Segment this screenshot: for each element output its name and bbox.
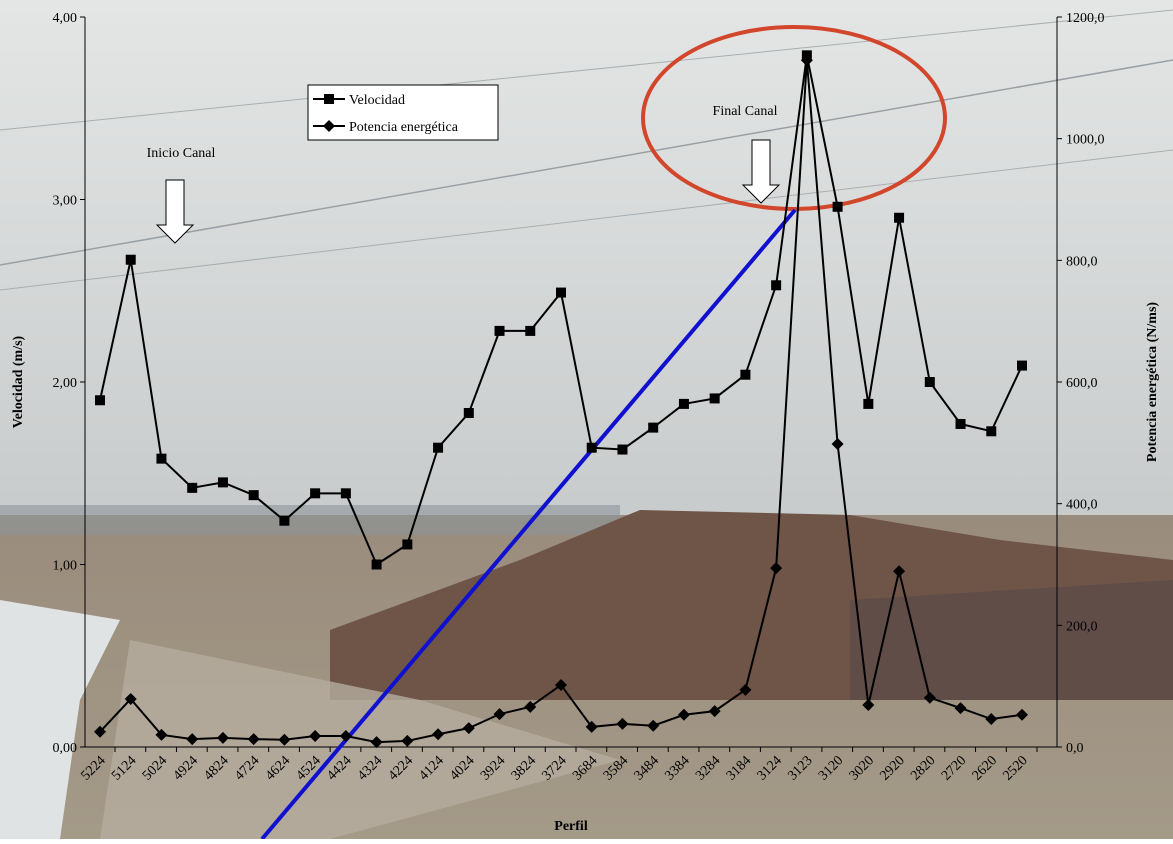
data-point bbox=[310, 488, 320, 498]
data-point bbox=[771, 280, 781, 290]
annotation: Final Canal bbox=[713, 104, 778, 119]
y2-tick-label: 400,0 bbox=[1066, 498, 1098, 513]
y2-tick-label: 600,0 bbox=[1066, 376, 1098, 391]
data-point bbox=[617, 445, 627, 455]
data-point bbox=[556, 288, 566, 298]
data-point bbox=[249, 490, 259, 500]
y-axis-title: Velocidad (m/s) bbox=[11, 335, 26, 428]
annotation: Inicio Canal bbox=[147, 146, 216, 161]
data-point bbox=[894, 213, 904, 223]
data-point bbox=[126, 255, 136, 265]
data-point bbox=[925, 377, 935, 387]
data-point bbox=[986, 426, 996, 436]
y2-tick-label: 1200,0 bbox=[1066, 11, 1105, 26]
data-point bbox=[833, 202, 843, 212]
y-tick-label: 0,00 bbox=[53, 741, 78, 756]
x-axis-title: Perfil bbox=[554, 819, 588, 834]
data-point bbox=[156, 454, 166, 464]
data-point bbox=[95, 395, 105, 405]
data-point bbox=[1017, 361, 1027, 371]
legend: Velocidad Potencia energética bbox=[308, 85, 498, 140]
data-point bbox=[740, 370, 750, 380]
data-point bbox=[372, 560, 382, 570]
y-tick-label: 4,00 bbox=[53, 11, 78, 26]
y-tick-label: 2,00 bbox=[53, 376, 78, 391]
data-point bbox=[495, 326, 505, 336]
data-point bbox=[433, 443, 443, 453]
data-point bbox=[525, 326, 535, 336]
data-point bbox=[679, 399, 689, 409]
data-point bbox=[279, 516, 289, 526]
data-point bbox=[218, 477, 228, 487]
data-point bbox=[464, 408, 474, 418]
data-point bbox=[587, 443, 597, 453]
legend-label: Potencia energética bbox=[349, 120, 459, 135]
y-tick-label: 1,00 bbox=[53, 559, 78, 574]
data-point bbox=[341, 488, 351, 498]
y2-tick-label: 0,0 bbox=[1066, 741, 1084, 756]
y2-tick-label: 200,0 bbox=[1066, 619, 1098, 634]
legend-marker bbox=[324, 94, 334, 104]
y2-tick-label: 800,0 bbox=[1066, 254, 1098, 269]
y2-axis-title: Potencia energética (N/ms) bbox=[1145, 302, 1160, 462]
data-point bbox=[402, 539, 412, 549]
legend-label: Velocidad bbox=[349, 93, 405, 108]
chart: Velocidad (m/s) Potencia energética (N/m… bbox=[0, 0, 1173, 839]
data-point bbox=[187, 483, 197, 493]
y-tick-label: 3,00 bbox=[53, 194, 78, 209]
data-point bbox=[863, 399, 873, 409]
data-point bbox=[648, 423, 658, 433]
data-point bbox=[710, 393, 720, 403]
y2-tick-label: 1000,0 bbox=[1066, 133, 1105, 148]
data-point bbox=[956, 419, 966, 429]
